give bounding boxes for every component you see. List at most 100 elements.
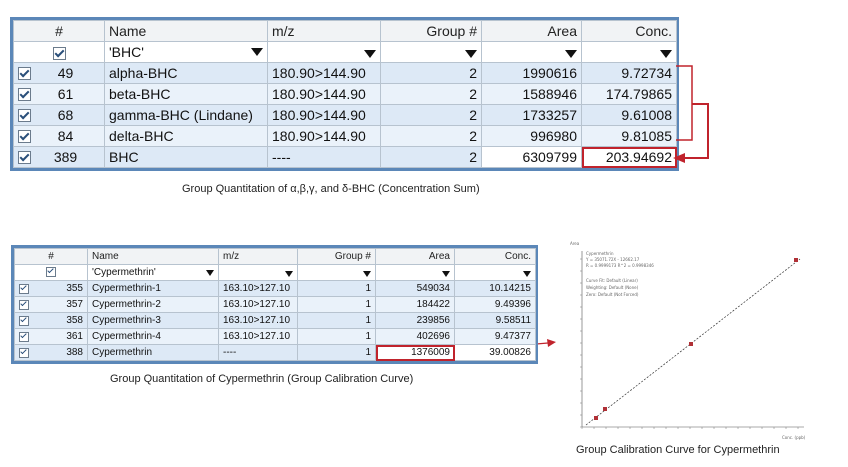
group-filter-cell[interactable] [380,41,482,63]
name-filter-cell[interactable]: 'BHC' [104,41,268,63]
group-value: 2 [380,125,482,147]
conc-value: 10.14215 [454,280,536,297]
compound-name: gamma-BHC (Lindane) [104,104,268,126]
mz-value: 163.10>127.10 [218,296,298,313]
group-value: 2 [380,62,482,84]
group-value: 2 [380,83,482,105]
table-row[interactable]: 68 gamma-BHC (Lindane) 180.90>144.90 2 1… [13,104,677,126]
cypermethrin-results-table: # Name m/z Group # Area Conc. 'Cypermeth… [11,245,538,364]
filter-icon[interactable] [206,270,214,276]
zero-label: Zero: Default (Not Forced) [586,292,639,297]
table-row[interactable]: 61 beta-BHC 180.90>144.90 2 1588946 174.… [13,83,677,105]
filter-icon[interactable] [442,271,450,277]
group-value: 1 [297,344,376,361]
area-filter-cell[interactable] [375,264,455,281]
mz-filter-cell[interactable] [218,264,298,281]
filter-row: 'Cypermethrin' [14,264,536,281]
conc-value: 9.72734 [581,62,677,84]
area-value: 184422 [375,296,455,313]
table-row[interactable]: 84 delta-BHC 180.90>144.90 2 996980 9.81… [13,125,677,147]
row-checkbox[interactable] [19,331,29,342]
select-all-checkbox[interactable] [46,267,56,278]
conc-value: 9.49396 [454,296,536,313]
row-id: 357 [66,299,83,310]
filter-icon[interactable] [364,50,376,58]
col-header-id[interactable]: # [13,20,105,42]
filter-icon[interactable] [565,50,577,58]
compound-name: alpha-BHC [104,62,268,84]
area-value: 1990616 [481,62,582,84]
filter-icon[interactable] [465,50,477,58]
filter-icon[interactable] [523,271,531,277]
filter-icon[interactable] [363,271,371,277]
area-value: 996980 [481,125,582,147]
row-id: 388 [66,347,83,358]
col-header-group[interactable]: Group # [297,248,376,265]
mz-value: 180.90>144.90 [267,62,381,84]
mz-filter-cell[interactable] [267,41,381,63]
col-header-name[interactable]: Name [87,248,219,265]
mz-value: ---- [218,344,298,361]
table-row-group-sum[interactable]: 388 Cypermethrin ---- 1 1376009 39.00826 [14,344,536,361]
filter-icon[interactable] [660,50,672,58]
group-value: 1 [297,280,376,297]
row-checkbox[interactable] [18,129,31,143]
row-id: 61 [57,86,74,102]
conc-filter-cell[interactable] [581,41,677,63]
col-header-id[interactable]: # [14,248,88,265]
curve-info-legend: Cypermethrin Y = 35071.72X - 12662.17 R … [585,251,654,297]
y-axis-ticks [580,258,582,428]
row-checkbox[interactable] [19,347,29,358]
row-checkbox[interactable] [19,283,29,294]
x-axis-title: Conc. (ppb) [782,435,806,440]
row-checkbox[interactable] [18,66,31,80]
col-header-mz[interactable]: m/z [267,20,381,42]
compound-label: Cypermethrin [586,251,614,256]
regression-line [585,258,801,426]
row-checkbox[interactable] [18,108,31,122]
conc-filter-cell[interactable] [454,264,536,281]
table-row[interactable]: 358 Cypermethrin-3 163.10>127.10 1 23985… [14,312,536,329]
col-header-group[interactable]: Group # [380,20,482,42]
col-header-mz[interactable]: m/z [218,248,298,265]
table-header-row: # Name m/z Group # Area Conc. [14,248,536,265]
table-row[interactable]: 355 Cypermethrin-1 163.10>127.10 1 54903… [14,280,536,297]
compound-name: Cypermethrin-3 [87,312,219,329]
group-value: 2 [380,146,482,168]
table-row[interactable]: 361 Cypermethrin-4 163.10>127.10 1 40269… [14,328,536,345]
table2-caption: Group Quantitation of Cypermethrin (Grou… [110,373,414,385]
col-header-area[interactable]: Area [481,20,582,42]
mz-value: ---- [267,146,381,168]
conc-value: 39.00826 [454,344,536,361]
area-value: 1733257 [481,104,582,126]
mz-value: 163.10>127.10 [218,312,298,329]
col-header-conc[interactable]: Conc. [581,20,677,42]
weighting-label: Weighting: Default (None) [586,285,639,290]
area-value: 6309799 [481,146,582,168]
table-row[interactable]: 49 alpha-BHC 180.90>144.90 2 1990616 9.7… [13,62,677,84]
name-filter-value: 'Cypermethrin' [92,267,156,278]
row-id: 49 [57,65,74,81]
filter-icon[interactable] [285,271,293,277]
table-row-group-sum[interactable]: 389 BHC ---- 2 6309799 203.94692 [13,146,677,168]
col-header-name[interactable]: Name [104,20,268,42]
group-filter-cell[interactable] [297,264,376,281]
calibration-point [594,416,598,420]
area-sum-value: 1376009 [375,344,455,361]
group-value: 1 [297,328,376,345]
row-checkbox[interactable] [18,87,31,101]
table-row[interactable]: 357 Cypermethrin-2 163.10>127.10 1 18442… [14,296,536,313]
col-header-area[interactable]: Area [375,248,455,265]
row-checkbox[interactable] [18,150,31,164]
area-value: 1588946 [481,83,582,105]
row-checkbox[interactable] [19,299,29,310]
area-value: 549034 [375,280,455,297]
compound-name: delta-BHC [104,125,268,147]
select-all-checkbox[interactable] [52,46,66,60]
filter-icon[interactable] [251,48,263,56]
col-header-conc[interactable]: Conc. [454,248,536,265]
name-filter-cell[interactable]: 'Cypermethrin' [87,264,219,281]
row-checkbox[interactable] [19,315,29,326]
name-filter-value: 'BHC' [109,44,144,60]
area-filter-cell[interactable] [481,41,582,63]
